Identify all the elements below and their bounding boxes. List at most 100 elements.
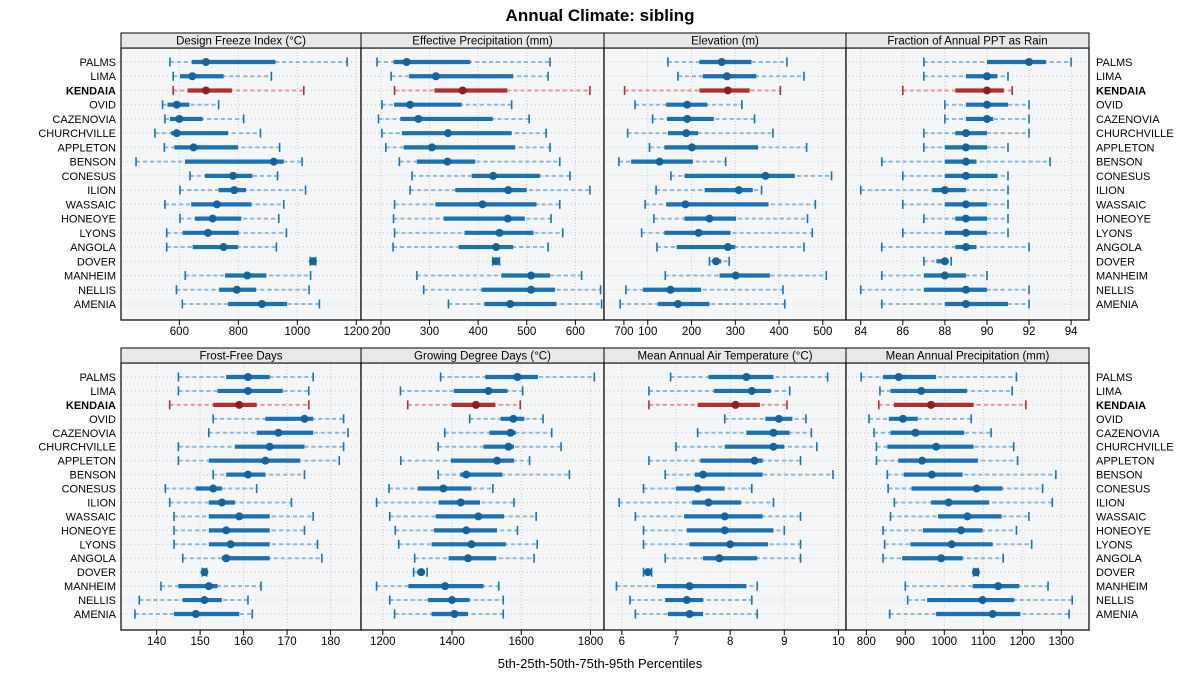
station-label-left-PALMS: PALMS xyxy=(80,372,116,384)
station-label-left-OVID: OVID xyxy=(89,414,116,426)
whisker-LYONS xyxy=(640,228,814,238)
whisker-ILION xyxy=(655,185,763,195)
whisker-ILION xyxy=(375,497,515,507)
whisker-KENDAIA xyxy=(406,400,522,410)
median-dot xyxy=(443,157,452,166)
median-dot xyxy=(201,58,210,66)
axis-tick-label: 170 xyxy=(277,636,296,648)
station-label-left-NELLIS: NELLIS xyxy=(78,595,116,607)
station-label-right-CHURCHVILLE: CHURCHVILLE xyxy=(1096,128,1174,140)
median-dot xyxy=(717,58,726,66)
whisker-AMENIA xyxy=(134,609,254,619)
median-dot xyxy=(217,498,226,507)
panel-header-label: Fraction of Annual PPT as Rain xyxy=(887,36,1047,48)
whisker-HONEOYE xyxy=(642,525,786,535)
whisker-HONEOYE xyxy=(179,214,280,224)
station-label-right-MANHEIM: MANHEIM xyxy=(1096,581,1148,593)
median-dot xyxy=(226,540,235,549)
axis-tick-label: 92 xyxy=(1023,326,1036,338)
median-dot xyxy=(927,400,936,409)
median-dot xyxy=(982,86,991,95)
axis-tick-label: 500 xyxy=(813,326,832,338)
station-label-left-MANHEIM: MANHEIM xyxy=(64,271,116,283)
whisker-MANHEIM xyxy=(615,581,759,591)
whisker-MANHEIM xyxy=(184,271,312,281)
median-dot xyxy=(414,114,423,123)
whisker-CONESUS xyxy=(902,171,1009,181)
whisker-HONEOYE xyxy=(392,214,552,224)
whisker-KENDAIA xyxy=(648,400,788,410)
axis-tick-label: 400 xyxy=(769,326,788,338)
median-dot xyxy=(235,512,244,521)
panel-mean-annual-precipitation-mm: 800 900 1000 1100 1200 1300 Mean Annual Precip… xyxy=(845,347,1090,648)
median-dot xyxy=(940,186,949,195)
station-label-right-NELLIS: NELLIS xyxy=(1096,285,1134,297)
median-dot xyxy=(723,86,732,95)
whisker-NELLIS xyxy=(138,595,249,605)
station-label-right-OVID: OVID xyxy=(1096,100,1123,112)
median-dot xyxy=(513,373,522,381)
median-dot xyxy=(917,386,926,395)
station-label-right-ANGOLA: ANGOLA xyxy=(1096,553,1143,565)
median-dot xyxy=(655,157,664,166)
station-label-right-LYONS: LYONS xyxy=(1096,228,1132,240)
whisker-CHURCHVILLE xyxy=(626,128,774,138)
median-dot xyxy=(232,285,241,294)
median-dot xyxy=(503,214,512,223)
median-dot xyxy=(715,554,724,563)
median-dot xyxy=(189,143,198,152)
whisker-DOVER xyxy=(200,567,209,577)
panel-elevation-m: 100 200 300 400 500 Elevation (m) xyxy=(603,32,847,338)
median-dot xyxy=(474,512,483,521)
median-dot xyxy=(769,428,778,437)
whisker-BENSON xyxy=(135,157,303,167)
median-dot xyxy=(944,498,953,507)
median-dot xyxy=(961,171,970,180)
median-dot xyxy=(734,186,743,195)
panel-effective-precipitation-mm: 200 300 400 500 600 700 Effective Precipitatio… xyxy=(360,32,634,338)
whisker-NELLIS xyxy=(629,595,753,605)
axis-tick-label: 300 xyxy=(420,326,439,338)
whisker-CONESUS xyxy=(642,484,753,494)
panel-growing-degree-days-c: 1200 1400 1600 1800 Growing Degree Days (°C) xyxy=(360,347,605,648)
median-dot xyxy=(694,228,703,237)
whisker-LIMA xyxy=(390,71,549,81)
median-dot xyxy=(704,498,713,507)
station-label-left-APPLETON: APPLETON xyxy=(58,456,117,468)
axis-tick-label: 9 xyxy=(781,636,787,648)
axis-tick-label: 160 xyxy=(234,636,253,648)
median-dot xyxy=(441,582,450,591)
whisker-CHURCHVILLE xyxy=(675,442,818,452)
axis-tick-label: 1400 xyxy=(439,636,465,648)
median-dot xyxy=(509,414,518,423)
axis-tick-label: 8 xyxy=(727,636,733,648)
station-label-left-NELLIS: NELLIS xyxy=(78,285,116,297)
median-dot xyxy=(172,100,181,109)
axis-tick-label: 140 xyxy=(147,636,166,648)
median-dot xyxy=(201,86,210,95)
station-label-right-ILION: ILION xyxy=(1096,497,1125,509)
median-dot xyxy=(685,610,694,618)
axis-tick-label: 86 xyxy=(896,326,909,338)
whisker-HONEOYE xyxy=(653,214,809,224)
whisker-LIMA xyxy=(677,71,805,81)
whisker-WASSAIC xyxy=(902,199,1009,209)
whisker-HONEOYE xyxy=(882,525,1018,535)
whisker-PALMS xyxy=(669,372,829,382)
median-dot xyxy=(988,610,997,618)
station-label-left-LIMA: LIMA xyxy=(90,71,116,83)
median-dot xyxy=(961,214,970,223)
station-label-right-NELLIS: NELLIS xyxy=(1096,595,1134,607)
whisker-ANGOLA xyxy=(656,242,805,252)
axis-tick-label: 90 xyxy=(981,326,994,338)
axis-tick-label: 88 xyxy=(938,326,951,338)
plot-title: Annual Climate: sibling xyxy=(505,6,695,25)
station-label-left-CAZENOVIA: CAZENOVIA xyxy=(52,114,116,126)
median-dot xyxy=(417,568,426,577)
whisker-MANHEIM xyxy=(664,271,828,281)
whisker-LYONS xyxy=(902,228,1009,238)
whisker-PALMS xyxy=(177,372,314,382)
whisker-PALMS xyxy=(923,57,1072,67)
median-dot xyxy=(209,484,218,493)
station-label-right-CHURCHVILLE: CHURCHVILLE xyxy=(1096,442,1174,454)
